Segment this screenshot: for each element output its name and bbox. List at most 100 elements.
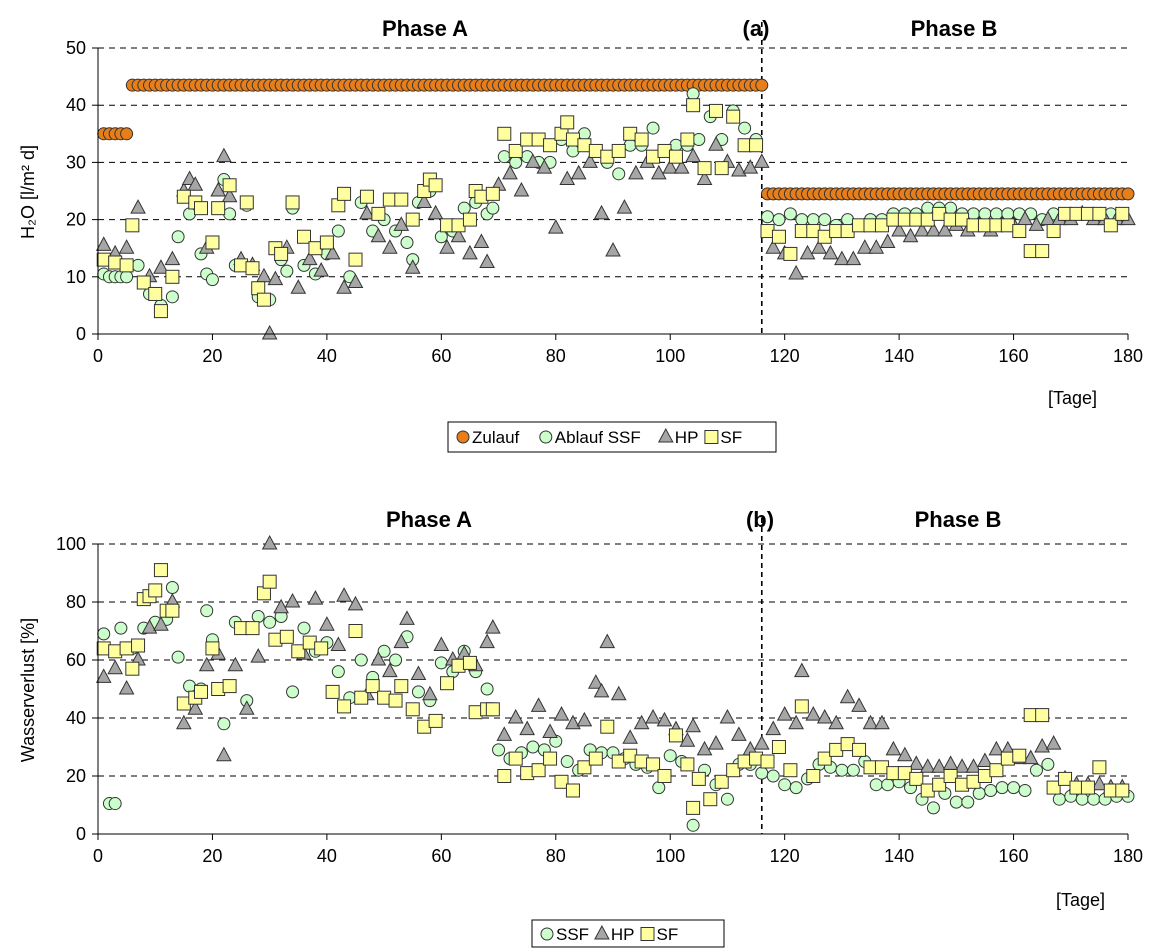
panel-label-a: (a)	[743, 16, 770, 41]
tick-labels-b: 0 20 40 60 80 100 0 20 40 60 80 100 120 140 160 180	[56, 534, 1143, 866]
series-zulauf	[97, 78, 1135, 201]
data-point	[370, 227, 387, 243]
data-point	[480, 682, 494, 696]
data-point	[148, 583, 163, 598]
data-point	[1115, 206, 1130, 221]
data-point	[788, 714, 804, 730]
data-point	[599, 633, 616, 649]
data-point	[753, 153, 770, 168]
data-point	[720, 792, 734, 806]
data-point	[497, 769, 512, 783]
data-point	[989, 207, 1003, 221]
y-tick-label: 60	[66, 650, 86, 670]
y-tick-label: 0	[76, 824, 86, 844]
data-point	[881, 778, 895, 792]
data-point	[301, 250, 318, 266]
data-point	[582, 153, 598, 168]
data-point	[125, 218, 140, 233]
data-point	[484, 619, 501, 634]
data-point	[223, 207, 237, 221]
data-point	[165, 603, 180, 618]
data-point	[793, 662, 810, 678]
data-point	[846, 763, 860, 777]
data-point	[828, 714, 845, 730]
data-point	[862, 714, 879, 730]
data-point	[389, 653, 403, 667]
data-point	[222, 178, 237, 193]
data-point	[256, 586, 271, 601]
data-point	[291, 644, 306, 659]
data-point	[381, 239, 398, 254]
data-point	[359, 204, 375, 220]
data-point	[989, 763, 1004, 778]
data-point	[194, 684, 208, 699]
data-point	[394, 679, 409, 694]
data-point	[125, 661, 140, 676]
data-point	[851, 697, 867, 712]
data-point	[622, 729, 639, 744]
data-point	[967, 207, 980, 221]
data-point	[686, 818, 700, 832]
data-point	[404, 259, 421, 274]
data-point	[543, 138, 558, 153]
data-point	[239, 195, 254, 210]
data-point	[175, 714, 192, 730]
data-point	[450, 227, 467, 243]
x-tick-label: 180	[1113, 346, 1143, 366]
data-point	[978, 207, 992, 221]
data-point	[114, 621, 128, 635]
data-point	[97, 627, 111, 641]
legend-label: Ablauf SSF	[555, 428, 641, 447]
data-point	[657, 769, 672, 783]
legend-marker	[640, 927, 655, 941]
data-point	[165, 581, 179, 594]
data-point	[508, 143, 523, 158]
data-point	[753, 735, 770, 750]
data-point	[1091, 775, 1108, 791]
data-point	[1012, 224, 1027, 239]
data-point	[183, 679, 197, 693]
data-point	[536, 159, 553, 174]
data-point	[961, 795, 975, 809]
data-point	[868, 239, 885, 254]
phase-a-label-a: Phase A	[382, 16, 468, 41]
data-point	[205, 273, 219, 287]
series-hp	[95, 534, 1131, 794]
data-point	[685, 147, 701, 163]
data-point	[324, 244, 341, 260]
data-point	[107, 659, 124, 675]
series-hp	[95, 136, 1136, 340]
data-point	[479, 633, 495, 649]
data-point	[131, 638, 146, 653]
data-point	[726, 109, 741, 124]
data-point	[313, 262, 330, 277]
data-point	[273, 598, 289, 614]
data-point	[330, 636, 347, 651]
data-point	[697, 161, 712, 176]
data-point	[507, 708, 524, 724]
data-point	[526, 740, 540, 754]
data-point	[1103, 218, 1118, 233]
data-point	[205, 235, 220, 250]
data-point	[508, 751, 523, 766]
data-point	[845, 250, 862, 266]
data-point	[560, 115, 575, 130]
data-point	[187, 700, 204, 715]
data-point	[440, 676, 455, 691]
data-point	[942, 755, 959, 770]
data-point	[771, 740, 786, 754]
data-point	[937, 221, 953, 237]
data-point	[921, 201, 935, 215]
data-point	[279, 629, 294, 644]
data-points-a	[95, 78, 1136, 340]
data-point	[669, 138, 683, 152]
data-point	[171, 650, 185, 664]
data-point	[984, 784, 998, 797]
data-point	[513, 181, 530, 197]
data-point	[719, 708, 736, 724]
data-point	[869, 778, 883, 792]
data-point	[623, 138, 637, 152]
data-point	[1092, 760, 1107, 775]
data-point	[841, 213, 855, 227]
